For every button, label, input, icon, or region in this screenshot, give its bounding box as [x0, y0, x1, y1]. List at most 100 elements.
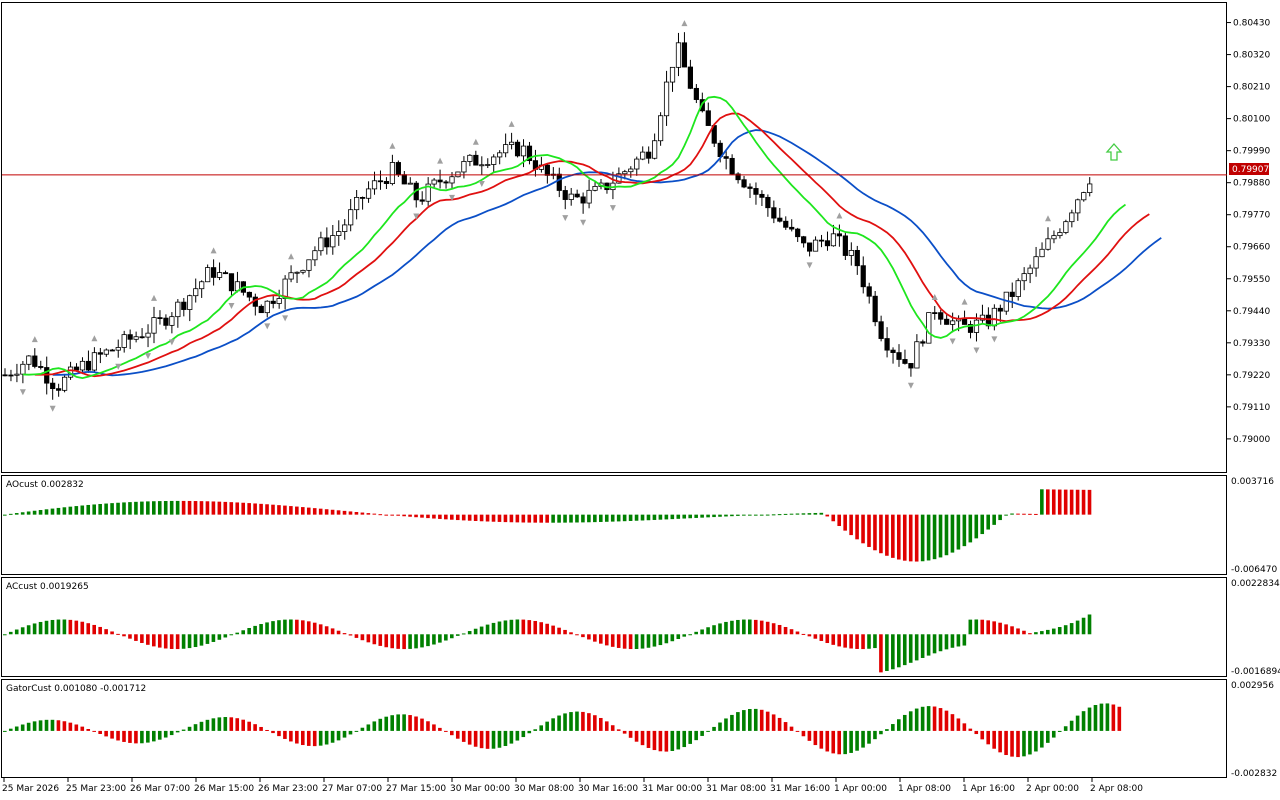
ac-bar: [62, 619, 67, 635]
gator-bar: [503, 730, 508, 747]
ac-bar: [867, 634, 871, 649]
candle-body: [747, 186, 753, 189]
gator-bar: [682, 730, 687, 748]
ao-bar: [664, 514, 669, 520]
fractal-up-marker: [437, 157, 444, 164]
ac-bar: [706, 627, 710, 635]
gator-bar: [676, 730, 681, 750]
ao-bar: [902, 514, 907, 561]
fractal-up-marker: [961, 298, 968, 305]
ac-bar: [849, 634, 853, 649]
gator-bar: [539, 725, 543, 731]
ao-bar: [813, 512, 818, 515]
ao-bar: [998, 514, 1002, 521]
main-layer: [2, 20, 1227, 412]
ao-bar: [211, 501, 216, 515]
ao-bar: [402, 514, 406, 517]
fractal-down-marker: [907, 382, 914, 389]
gator-bar: [217, 717, 222, 731]
gator-bar: [426, 721, 430, 731]
time-tick-label: 27 Mar 07:00: [322, 784, 382, 794]
ac-bar: [98, 626, 102, 635]
ao-bar: [491, 514, 496, 522]
gator-bar: [432, 724, 436, 731]
ac-bar: [247, 628, 251, 635]
gator-bar: [771, 714, 776, 731]
gator-bar: [789, 726, 794, 731]
ao-bar: [134, 501, 138, 515]
gator-bar: [26, 722, 31, 731]
ac-bar: [736, 619, 740, 635]
ac-bar: [956, 634, 961, 647]
fractal-down-marker: [449, 194, 455, 201]
candle-body: [377, 180, 384, 183]
ac-bar: [628, 634, 633, 650]
candle-body: [586, 189, 592, 204]
ao-bar: [444, 514, 448, 520]
ao-bar: [646, 514, 651, 521]
candle-body: [431, 179, 437, 185]
ac-bar: [676, 634, 681, 640]
ac-bar: [116, 633, 120, 635]
candle-body: [354, 197, 360, 211]
fractal-down-marker: [806, 262, 813, 269]
ao-bar: [68, 506, 73, 515]
ac-bar: [402, 634, 406, 650]
ao-bar: [688, 514, 692, 519]
ac-bar: [968, 619, 973, 635]
candle-body: [62, 376, 68, 391]
candle-body: [723, 156, 729, 159]
ao-bar: [56, 507, 61, 515]
candle-body: [985, 314, 992, 327]
time-tick-label: 2 Apr 00:00: [1026, 784, 1079, 794]
candle-body: [1027, 267, 1033, 275]
gator-bar: [247, 721, 251, 731]
ao-bar: [432, 514, 436, 519]
candle-body: [640, 151, 646, 160]
candle-body: [103, 349, 109, 355]
gator-bar: [1093, 705, 1098, 731]
ao-bar: [908, 514, 913, 562]
ao-bar: [557, 514, 561, 523]
candle-body: [1063, 221, 1069, 233]
ac-bar: [318, 624, 323, 635]
gator-bar: [324, 730, 329, 745]
candle-body: [312, 250, 318, 261]
ao-bar: [742, 514, 746, 516]
ao-bar: [807, 513, 812, 515]
ac-bar: [503, 620, 508, 635]
price-tick-label: 0.79550: [1233, 275, 1270, 285]
ac-bar: [1063, 625, 1068, 635]
ac-bar: [783, 626, 788, 635]
ao-bar: [235, 502, 240, 515]
ac-bar: [271, 621, 275, 635]
price-tick-label: 0.80320: [1233, 51, 1270, 61]
gator-bar: [289, 730, 293, 742]
ao-bar: [736, 514, 740, 516]
candle-body: [753, 188, 759, 195]
candle-body: [127, 334, 133, 340]
ao-bar: [1010, 513, 1014, 515]
gator-bar: [420, 718, 424, 731]
candle-body: [759, 193, 765, 198]
price-tick-label: 0.80100: [1233, 115, 1270, 125]
ao-bar: [354, 511, 359, 515]
gator-bar: [467, 730, 472, 745]
price-tick-label: 0.79220: [1233, 371, 1270, 381]
gator-bar: [199, 721, 204, 731]
candle-body: [443, 181, 449, 184]
ac-bar: [330, 628, 335, 635]
ao-bar: [706, 514, 710, 518]
ao-bar: [265, 504, 269, 515]
ao-bar: [861, 514, 865, 544]
gator-bar: [938, 708, 943, 731]
ac-bar: [38, 621, 43, 635]
gator-bar: [461, 730, 466, 742]
ao-bar: [1051, 489, 1056, 515]
ao-bar: [336, 510, 341, 515]
candle-body: [812, 239, 819, 252]
gator-bar: [1022, 730, 1026, 757]
gator-bar: [175, 730, 180, 733]
ac-bar: [390, 634, 394, 649]
